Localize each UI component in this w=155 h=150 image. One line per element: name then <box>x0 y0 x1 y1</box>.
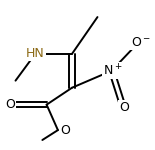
Text: N$^+$: N$^+$ <box>103 63 123 78</box>
Text: HN: HN <box>26 47 45 60</box>
Text: O$^-$: O$^-$ <box>131 36 151 49</box>
Text: O: O <box>60 124 70 137</box>
Text: O: O <box>119 101 129 114</box>
Text: O: O <box>5 98 15 111</box>
